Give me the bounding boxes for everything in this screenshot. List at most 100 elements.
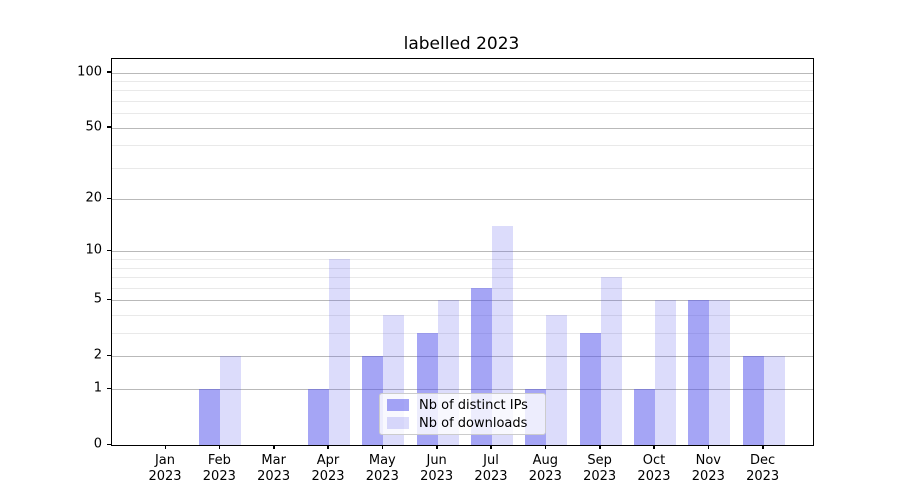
x-tick-label-jul: Jul 2023	[464, 453, 518, 485]
x-tick-label-dec: Dec 2023	[736, 453, 790, 485]
bar-distinct-ips-feb	[199, 389, 221, 445]
x-tick-apr	[327, 445, 329, 449]
gridline-minor-3	[112, 333, 813, 335]
gridline-minor-90	[112, 80, 813, 82]
gridline-2	[112, 356, 813, 358]
x-label-month: Oct	[642, 453, 666, 468]
bar-downloads-dec	[763, 356, 785, 445]
legend-label-downloads: Nb of downloads	[419, 415, 528, 431]
y-tick-label-50: 50	[85, 119, 102, 135]
x-tick-jan	[164, 445, 166, 449]
y-tick-5	[107, 298, 111, 301]
gridline-minor-70	[112, 100, 813, 102]
y-tick-label-20: 20	[85, 190, 102, 206]
gridline-minor-40	[112, 145, 813, 147]
x-label-year: 2023	[746, 469, 780, 484]
gridline-minor-4	[112, 315, 813, 317]
x-label-year: 2023	[257, 469, 291, 484]
gridline-5	[112, 300, 813, 302]
bar-downloads-oct	[654, 300, 676, 445]
x-tick-nov	[707, 445, 710, 449]
y-tick-label-100: 100	[77, 64, 102, 79]
y-tick-0	[107, 443, 111, 445]
y-tick-label-0: 0	[93, 436, 102, 452]
bar-distinct-ips-nov	[688, 300, 710, 445]
bar-distinct-ips-dec	[742, 356, 764, 445]
x-label-month: Aug	[532, 453, 558, 468]
bar-downloads-nov	[709, 300, 731, 445]
bar-downloads-feb	[220, 356, 242, 445]
y-tick-2	[107, 354, 111, 357]
x-label-month: Sep	[587, 453, 612, 468]
x-tick-feb	[218, 445, 221, 449]
gridline-minor-80	[112, 90, 813, 92]
x-label-month: Jan	[154, 453, 176, 468]
x-tick-label-oct: Oct 2023	[627, 453, 681, 485]
y-tick-1	[107, 387, 111, 390]
x-label-month: Jul	[483, 453, 499, 468]
x-label-year: 2023	[365, 469, 399, 484]
chart-title: labelled 2023	[403, 34, 520, 54]
gridline-minor-30	[112, 167, 813, 169]
x-label-year: 2023	[311, 469, 345, 484]
gridline-10	[112, 251, 813, 253]
x-tick-jul	[490, 445, 492, 449]
y-tick-20	[107, 197, 111, 200]
gridline-20	[112, 199, 813, 201]
legend-swatch-distinct-ips	[387, 399, 409, 411]
gridline-minor-60	[112, 113, 813, 115]
x-label-year: 2023	[202, 469, 236, 484]
x-tick-label-feb: Feb 2023	[192, 453, 246, 485]
bar-distinct-ips-sep	[579, 333, 601, 445]
x-tick-label-aug: Aug 2023	[518, 453, 572, 485]
x-label-year: 2023	[583, 469, 617, 484]
x-tick-label-apr: Apr 2023	[301, 453, 355, 485]
bar-downloads-aug	[546, 315, 568, 445]
x-tick-mar	[273, 445, 275, 449]
x-tick-sep	[599, 445, 601, 449]
legend-entry-downloads: Nb of downloads	[380, 416, 545, 431]
x-tick-label-mar: Mar 2023	[247, 453, 301, 485]
bar-downloads-jul	[491, 226, 513, 445]
x-label-year: 2023	[528, 469, 562, 484]
legend-swatch-downloads	[387, 417, 409, 429]
y-tick-label-2: 2	[93, 347, 102, 363]
legend-label-distinct-ips: Nb of distinct IPs	[419, 397, 528, 413]
x-tick-dec	[762, 445, 764, 449]
x-tick-may	[381, 445, 384, 449]
x-label-month: May	[368, 453, 396, 468]
x-label-month: Mar	[261, 453, 286, 468]
y-tick-10	[107, 249, 111, 252]
bar-distinct-ips-may	[362, 356, 384, 445]
y-tick-label-1: 1	[93, 380, 102, 396]
legend: Nb of distinct IPs Nb of downloads	[379, 393, 546, 435]
x-label-month: Feb	[207, 453, 231, 468]
bar-downloads-apr	[328, 259, 350, 445]
gridline-50	[112, 127, 813, 129]
bar-distinct-ips-oct	[633, 389, 655, 445]
legend-entry-distinct-ips: Nb of distinct IPs	[380, 398, 545, 413]
gridline-minor-8	[112, 267, 813, 269]
x-label-month: Dec	[750, 453, 776, 468]
x-label-year: 2023	[691, 469, 725, 484]
y-tick-50	[107, 126, 111, 128]
x-tick-label-nov: Nov 2023	[681, 453, 735, 485]
x-tick-jun	[436, 445, 438, 449]
x-label-year: 2023	[148, 469, 182, 484]
y-tick-100	[107, 71, 111, 73]
bar-distinct-ips-apr	[307, 389, 329, 445]
x-tick-label-jun: Jun 2023	[410, 453, 464, 485]
x-tick-label-sep: Sep 2023	[573, 453, 627, 485]
bar-downloads-sep	[600, 277, 622, 445]
x-label-year: 2023	[420, 469, 454, 484]
gridline-minor-7	[112, 277, 813, 279]
gridline-1	[112, 389, 813, 391]
gridline-minor-9	[112, 259, 813, 261]
x-label-year: 2023	[637, 469, 671, 484]
y-tick-label-10: 10	[85, 242, 102, 258]
x-label-month: Apr	[316, 453, 340, 468]
y-tick-label-5: 5	[93, 291, 102, 307]
plot-area	[111, 58, 814, 446]
x-label-month: Nov	[695, 453, 721, 468]
